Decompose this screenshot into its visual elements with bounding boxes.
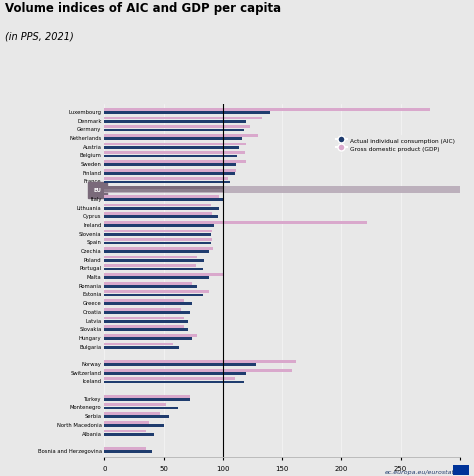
Bar xyxy=(104,251,209,253)
Bar xyxy=(104,343,173,346)
Bar xyxy=(104,317,184,320)
Bar xyxy=(104,208,219,210)
Bar xyxy=(104,326,184,328)
Bar xyxy=(104,447,146,450)
Bar xyxy=(104,112,270,115)
Bar xyxy=(104,412,160,415)
Bar xyxy=(104,259,204,262)
Bar xyxy=(104,155,237,158)
Bar xyxy=(104,198,223,201)
Bar xyxy=(104,138,242,141)
Bar xyxy=(104,395,190,398)
Bar xyxy=(104,161,246,163)
Bar xyxy=(104,265,195,268)
Bar xyxy=(104,221,367,224)
Bar xyxy=(104,404,166,407)
Bar xyxy=(104,282,192,285)
Bar xyxy=(104,277,209,279)
Bar xyxy=(104,268,202,271)
Bar xyxy=(104,381,244,384)
Bar xyxy=(104,308,181,311)
Bar xyxy=(104,303,192,306)
Text: ec.europa.eu/eurostat: ec.europa.eu/eurostat xyxy=(385,469,455,474)
Bar xyxy=(104,126,250,129)
Bar xyxy=(104,334,197,337)
Bar xyxy=(104,181,230,184)
Text: Volume indices of AIC and GDP per capita: Volume indices of AIC and GDP per capita xyxy=(5,2,281,15)
Bar xyxy=(104,329,189,332)
Bar xyxy=(104,286,197,288)
Bar xyxy=(104,225,214,228)
Bar xyxy=(104,178,228,181)
Bar xyxy=(104,450,152,453)
Bar xyxy=(104,187,223,189)
Bar xyxy=(104,424,164,427)
Bar xyxy=(104,204,211,207)
Bar xyxy=(104,143,246,146)
Bar xyxy=(104,320,189,323)
Bar xyxy=(104,430,146,433)
Bar xyxy=(104,173,235,175)
Bar xyxy=(104,360,296,363)
Bar xyxy=(104,242,211,245)
Bar xyxy=(104,135,258,138)
Bar xyxy=(104,233,211,236)
Bar xyxy=(104,190,223,193)
Bar xyxy=(104,216,218,219)
Bar xyxy=(104,398,190,401)
Bar xyxy=(104,377,235,380)
Bar xyxy=(104,118,262,120)
Bar xyxy=(104,120,246,123)
Bar xyxy=(104,230,212,233)
Bar xyxy=(104,299,184,302)
Legend: Actual individual consumption (AIC), Gross domestic product (GDP): Actual individual consumption (AIC), Gro… xyxy=(333,136,457,154)
Bar xyxy=(104,372,246,375)
Bar xyxy=(104,129,244,132)
Bar xyxy=(104,294,202,297)
Bar xyxy=(104,337,192,340)
Bar xyxy=(104,239,212,242)
Bar xyxy=(104,311,190,314)
Bar xyxy=(104,169,236,172)
Bar xyxy=(104,346,179,349)
Bar xyxy=(104,196,219,198)
Bar xyxy=(104,369,292,372)
Bar xyxy=(104,147,239,149)
Bar xyxy=(104,407,178,410)
Bar xyxy=(104,152,246,155)
Bar xyxy=(104,248,213,250)
Bar xyxy=(104,213,212,216)
Bar xyxy=(104,186,460,193)
Bar xyxy=(104,109,430,111)
Bar xyxy=(104,416,169,418)
Bar xyxy=(104,164,236,167)
Bar xyxy=(104,291,209,294)
Text: (in PPS, 2021): (in PPS, 2021) xyxy=(5,31,73,41)
Bar xyxy=(104,364,256,366)
Bar xyxy=(104,421,149,424)
Bar xyxy=(104,256,197,259)
Bar xyxy=(104,433,154,436)
Bar xyxy=(104,274,223,276)
